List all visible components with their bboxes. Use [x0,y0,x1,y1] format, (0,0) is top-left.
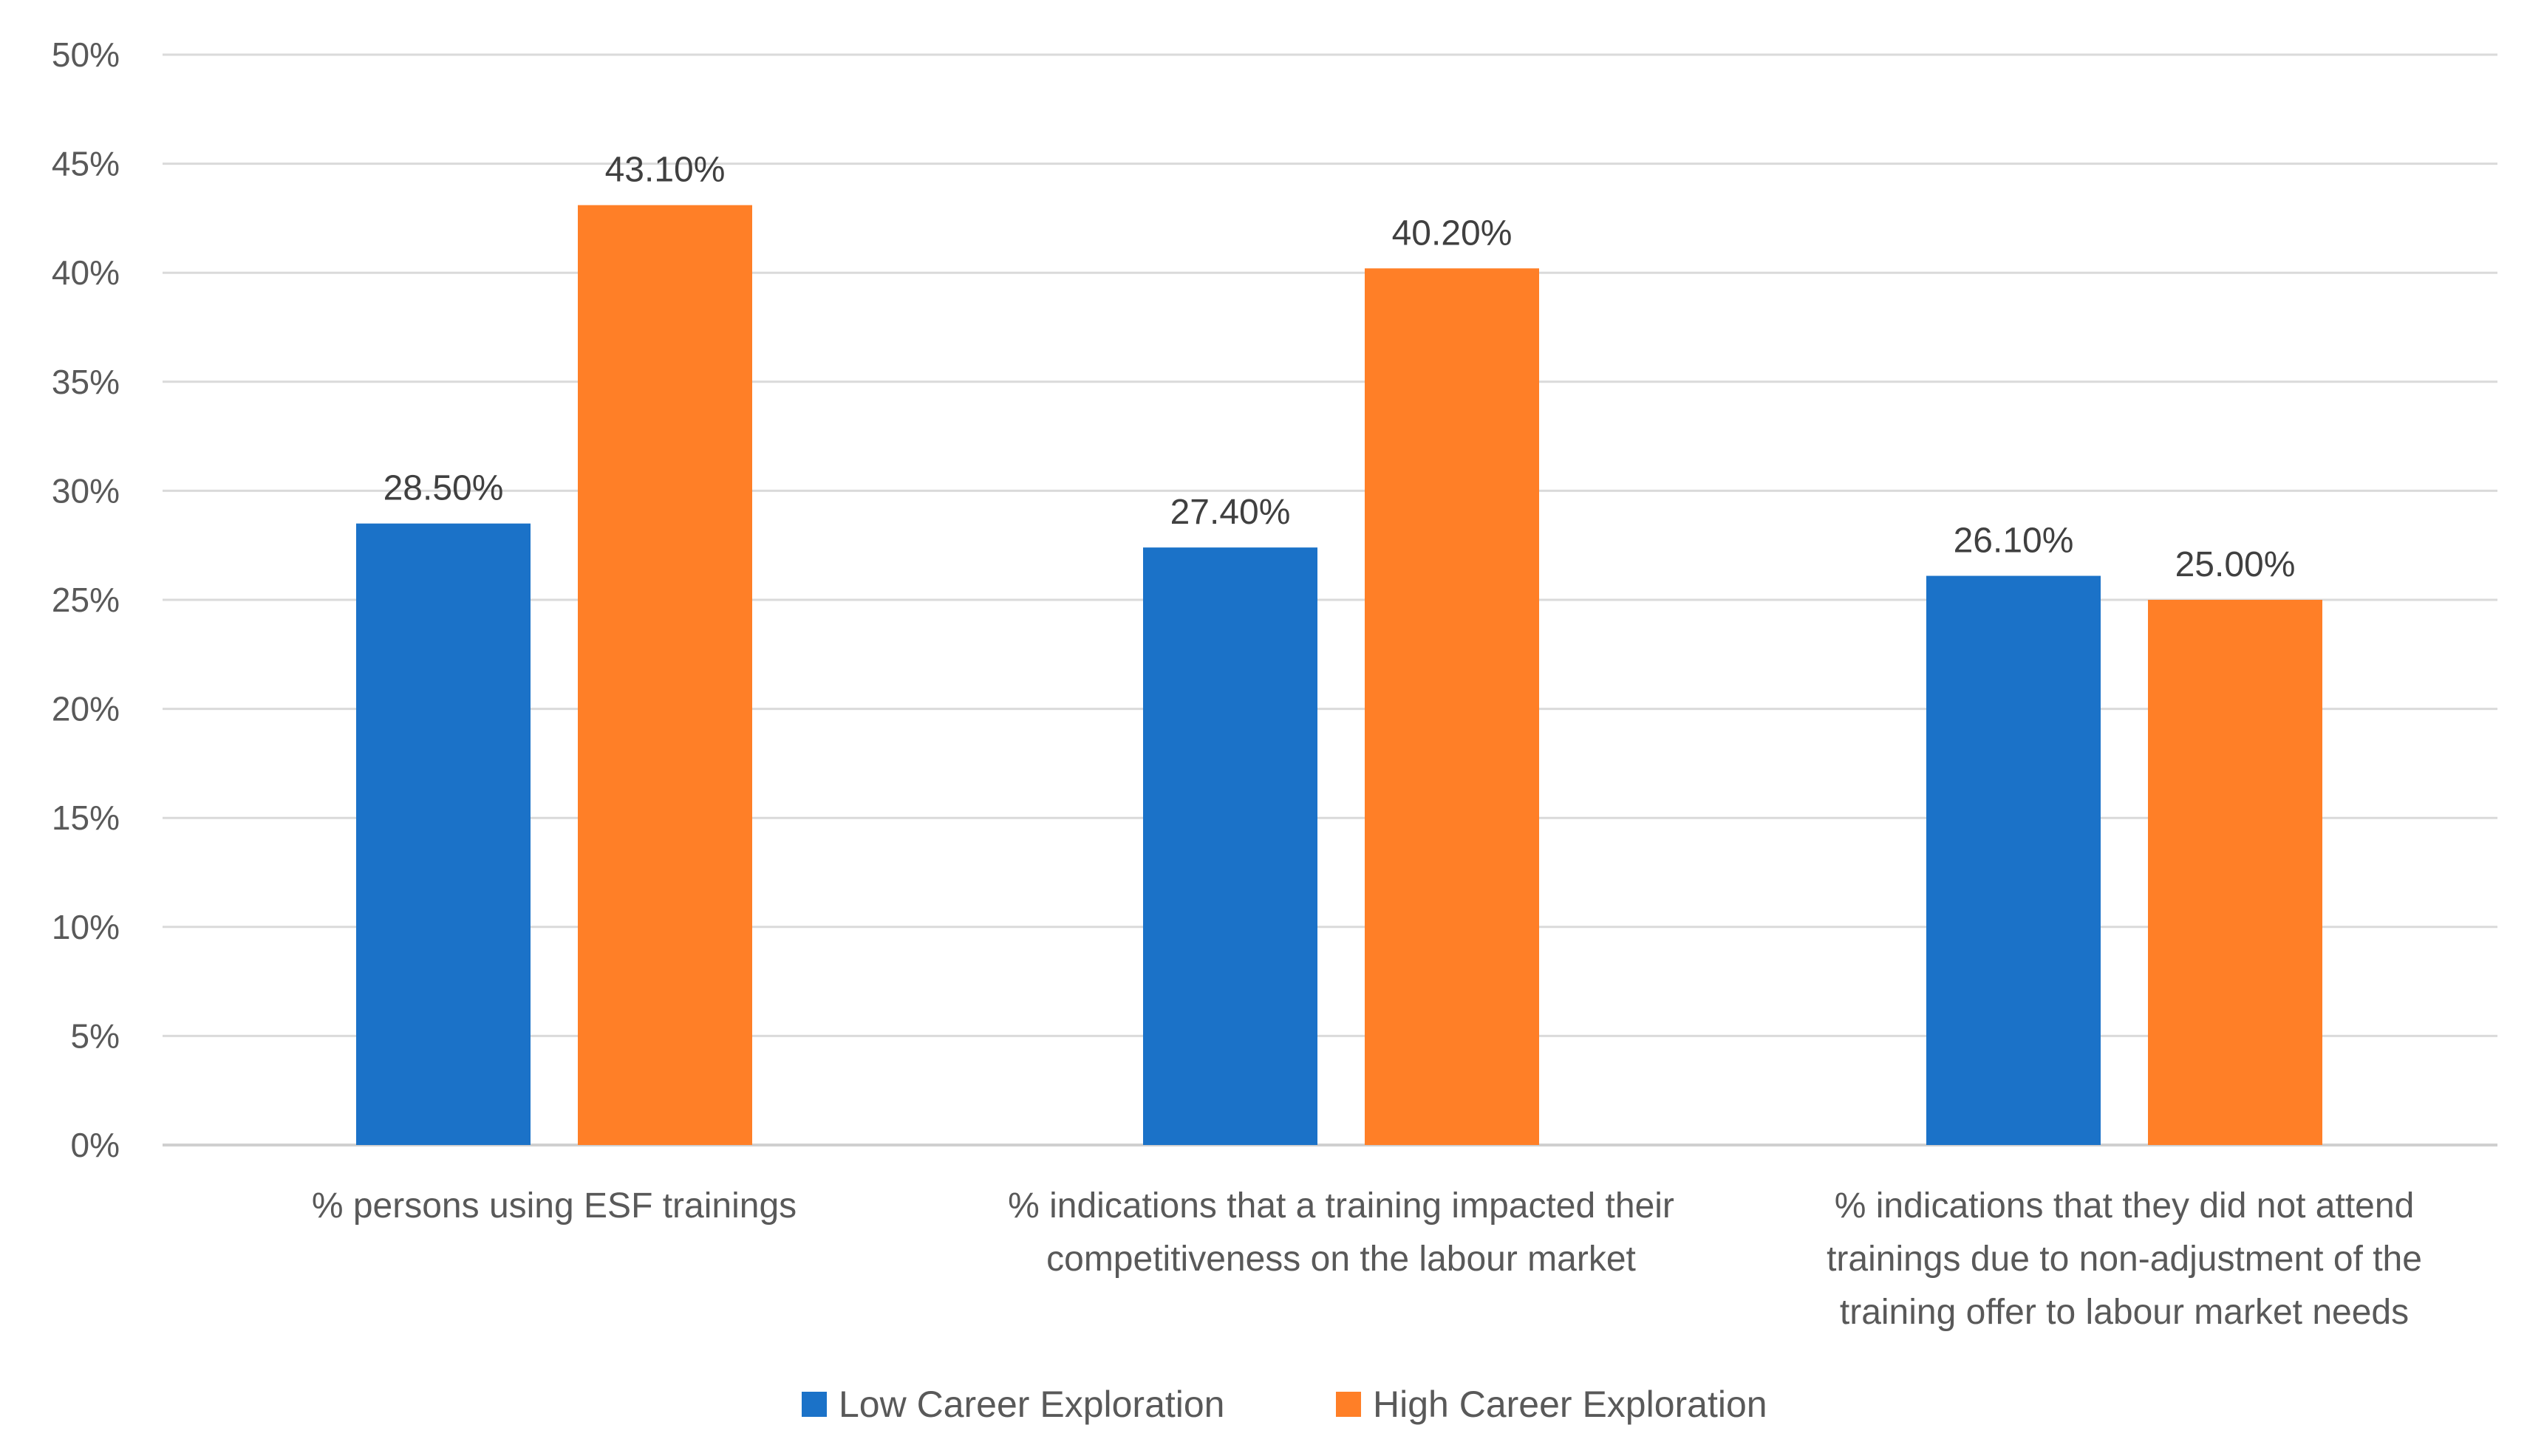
legend: Low Career Exploration High Career Explor… [802,1384,1767,1425]
legend-swatch-low [802,1392,827,1417]
y-tick-label: 35% [52,363,120,401]
bar-low-2 [1143,547,1317,1145]
category-label-line: trainings due to non-adjustment of the [1827,1240,2422,1279]
y-tick-label: 15% [52,799,120,837]
data-label: 40.20% [1392,213,1513,253]
bar-high-2 [1365,268,1539,1145]
data-label: 25.00% [2175,545,2296,584]
category-label-line: % indications that they did not attend [1835,1186,2415,1226]
y-axis-ticks: 0% 5% 10% 15% 20% 25% 30% 35% 40% 45% 50% [52,35,120,1164]
y-tick-label: 0% [71,1126,120,1164]
bar-high-3 [2148,600,2322,1145]
category-label-1: % persons using ESF trainings [312,1186,797,1226]
category-label-3: % indications that they did not attend tr… [1827,1186,2422,1332]
y-tick-label: 30% [52,471,120,510]
data-label: 43.10% [605,151,726,190]
y-tick-label: 45% [52,145,120,183]
bar-low-3 [1926,575,2101,1145]
category-label-line: % persons using ESF trainings [312,1186,797,1226]
data-label: 27.40% [1170,493,1291,532]
legend-label-high: High Career Exploration [1373,1384,1767,1425]
category-label-line: training offer to labour market needs [1840,1293,2409,1332]
category-labels: % persons using ESF trainings % indicatio… [312,1186,2422,1332]
legend-label-low: Low Career Exploration [839,1384,1225,1425]
bars [356,205,2322,1145]
category-label-line: competitiveness on the labour market [1046,1240,1636,1279]
y-tick-label: 50% [52,35,120,74]
data-labels: 28.50% 27.40% 26.10% 43.10% 40.20% 25.00% [383,151,2296,584]
data-label: 26.10% [1954,522,2074,561]
bar-low-1 [356,523,531,1145]
bar-high-1 [578,205,752,1145]
category-label-line: % indications that a training impacted t… [1008,1186,1674,1226]
y-tick-label: 20% [52,690,120,728]
data-label: 28.50% [383,469,504,508]
y-tick-label: 25% [52,581,120,619]
gridlines [163,53,2497,1146]
y-tick-label: 5% [71,1016,120,1055]
category-label-2: % indications that a training impacted t… [1008,1186,1674,1279]
y-tick-label: 40% [52,253,120,292]
y-tick-label: 10% [52,908,120,946]
legend-swatch-high [1336,1392,1361,1417]
